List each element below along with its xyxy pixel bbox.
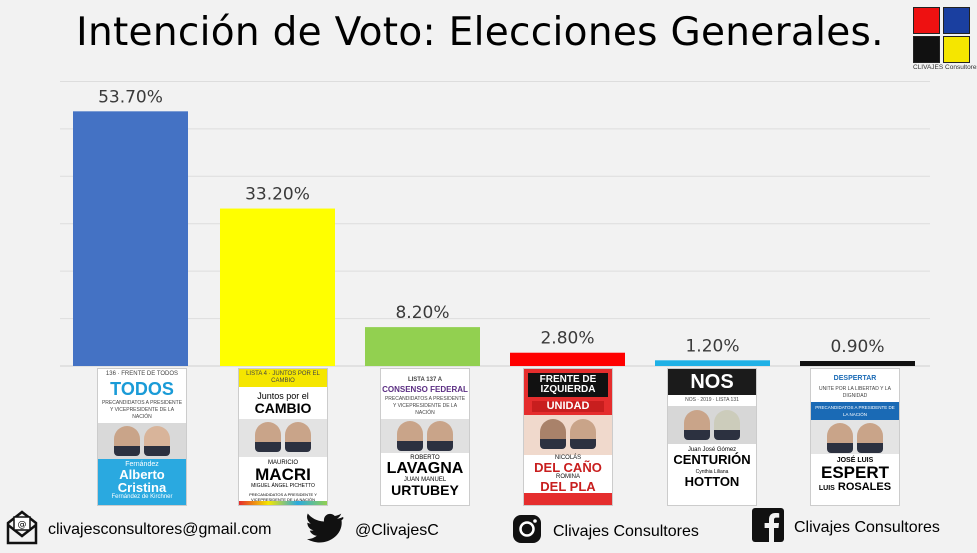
twitter-bird-icon — [307, 513, 345, 548]
candidate-photo — [239, 419, 327, 457]
poster-party: TODOS — [110, 379, 174, 399]
candidate-firstname-2: JUAN MANUEL — [403, 477, 447, 483]
logo-square-red — [913, 7, 940, 34]
candidate-firstname-2: Cynthia Liliana — [695, 469, 729, 475]
poster-party-big: CAMBIO — [254, 400, 312, 416]
logo-square-blue — [943, 7, 970, 34]
clivajes-logo: CLIVAJES Consultores — [913, 7, 977, 75]
poster-header: FRENTE DE IZQUIERDA — [528, 373, 608, 397]
candidate-surname-2: Fernández de Kirchner — [111, 494, 173, 500]
candidate-name-2: ROSALES — [837, 481, 892, 493]
candidate-photo — [668, 406, 756, 444]
gridlines — [60, 80, 930, 367]
candidate-photo — [524, 415, 612, 455]
data-label: 8.20% — [395, 303, 449, 323]
data-label: 33.20% — [245, 185, 310, 205]
data-label: 53.70% — [98, 87, 163, 107]
poster-header-block: NOS — [668, 369, 756, 395]
poster-subtitle: PRECANDIDATOS A PRESIDENTE DE LA NACIÓN — [811, 402, 899, 420]
candidate-name: DEL CAÑO — [524, 461, 612, 474]
poster-subtitle: PRECANDIDATOS A PRESIDENTE Y VICEPRESIDE… — [384, 396, 466, 416]
candidate-name-2: HOTTON — [684, 474, 740, 489]
poster-despertar: DESPERTAR UNITE POR LA LIBERTAD Y LA DIG… — [810, 368, 900, 506]
poster-frente-de-izquierda: FRENTE DE IZQUIERDA UNIDAD NICOLÁS DEL C… — [523, 368, 613, 506]
candidate-name-2: URTUBEY — [391, 482, 459, 498]
footer-facebook[interactable]: Clivajes Consultores — [752, 508, 940, 547]
candidate-running-mate: MIGUEL ÁNGEL PICHETTO — [251, 483, 315, 489]
envelope-at-icon: @ — [6, 509, 38, 550]
instagram-name: Clivajes Consultores — [553, 522, 699, 540]
data-label: 2.80% — [540, 329, 594, 349]
candidate-firstname: MAURICIO — [268, 460, 298, 466]
bar — [800, 361, 915, 366]
poster-header: LISTA 137 A — [407, 377, 443, 383]
candidate-surname: Fernández — [125, 461, 159, 468]
facebook-name: Clivajes Consultores — [794, 518, 940, 536]
chart-title: Intención de Voto: Elecciones Generales. — [76, 10, 884, 55]
poster-consenso-federal: LISTA 137 A CONSENSO FEDERAL PRECANDIDAT… — [380, 368, 470, 506]
candidate-firstname: ROBERTO — [410, 455, 440, 461]
candidate-photo — [811, 420, 899, 454]
email-text: clivajesconsultores@gmail.com — [48, 520, 272, 538]
poster-footer: PRECANDIDATOS A PRESIDENTE Y VICEPRESIDE… — [249, 492, 317, 502]
candidate-name: CENTURIÓN — [673, 452, 751, 467]
bar — [510, 352, 625, 366]
poster-party: CONSENSO FEDERAL — [382, 385, 468, 394]
poster-party: NOS — [690, 371, 734, 393]
facebook-icon — [752, 508, 784, 547]
poster-header: LISTA 4 · JUNTOS POR EL CAMBIO — [239, 369, 327, 387]
bar-chart: 53.70% 33.20% 8.20% 2.80% 1.20% 0.90% — [60, 80, 930, 367]
bar — [220, 208, 335, 366]
poster-frente-de-todos: 136 · FRENTE DE TODOS TODOS PRECANDIDATO… — [97, 368, 187, 506]
footer-twitter[interactable]: @ClivajesC — [307, 513, 439, 548]
logo-text: CLIVAJES Consultores — [913, 64, 977, 71]
poster-header: DESPERTAR — [833, 375, 877, 382]
candidate-firstname-2: LUIS — [818, 485, 835, 492]
candidate-firstname: Juan José Gómez — [687, 447, 737, 453]
candidate-name: Alberto — [119, 467, 165, 482]
instagram-icon — [511, 513, 543, 550]
logo-square-yellow — [943, 36, 970, 63]
candidate-photo — [98, 423, 186, 459]
poster-names: Fernández Alberto Cristina Fernández de … — [98, 459, 186, 505]
footer-instagram[interactable]: Clivajes Consultores — [511, 513, 699, 550]
bar — [655, 360, 770, 366]
candidate-name-2: Cristina — [117, 480, 167, 495]
data-label: 1.20% — [685, 336, 739, 356]
poster-nos: NOS NOS · 2019 · LISTA 131 Juan José Góm… — [667, 368, 757, 506]
footer-email[interactable]: @ clivajesconsultores@gmail.com — [6, 509, 271, 550]
candidate-photo — [381, 419, 469, 453]
logo-square-black — [913, 36, 940, 63]
poster-party: UNITE POR LA LIBERTAD Y LA DIGNIDAD — [819, 386, 891, 399]
candidate-name: LAVAGNA — [386, 460, 464, 477]
poster-party: UNIDAD — [532, 401, 604, 412]
candidate-name: ESPERT — [820, 463, 890, 482]
poster-header: NOS · 2019 · LISTA 131 — [685, 397, 739, 403]
poster-juntos-por-el-cambio: LISTA 4 · JUNTOS POR EL CAMBIO Juntos po… — [238, 368, 328, 506]
footer: @ clivajesconsultores@gmail.com @Clivaje… — [0, 505, 977, 553]
data-labels-group: 53.70% 33.20% 8.20% 2.80% 1.20% 0.90% — [98, 87, 884, 357]
candidate-name-2: DEL PLA — [524, 480, 612, 493]
candidate-firstname-2: ROMINA — [524, 474, 612, 480]
svg-text:@: @ — [18, 520, 27, 530]
poster-subtitle: PRECANDIDATOS A PRESIDENTE Y VICEPRESIDE… — [101, 400, 183, 420]
data-label: 0.90% — [830, 337, 884, 357]
candidate-running-mate-line: LUIS ROSALES — [811, 481, 899, 493]
poster-party: Juntos por el — [257, 391, 309, 401]
bar — [365, 327, 480, 366]
candidate-firstname: JOSÉ LUIS — [836, 457, 874, 464]
bars-group — [73, 111, 915, 366]
poster-header: 136 · FRENTE DE TODOS — [105, 371, 179, 377]
bar — [73, 111, 188, 366]
candidate-firstname: NICOLÁS — [524, 455, 612, 461]
candidate-name: MACRI — [255, 465, 311, 484]
twitter-handle: @ClivajesC — [355, 521, 439, 539]
